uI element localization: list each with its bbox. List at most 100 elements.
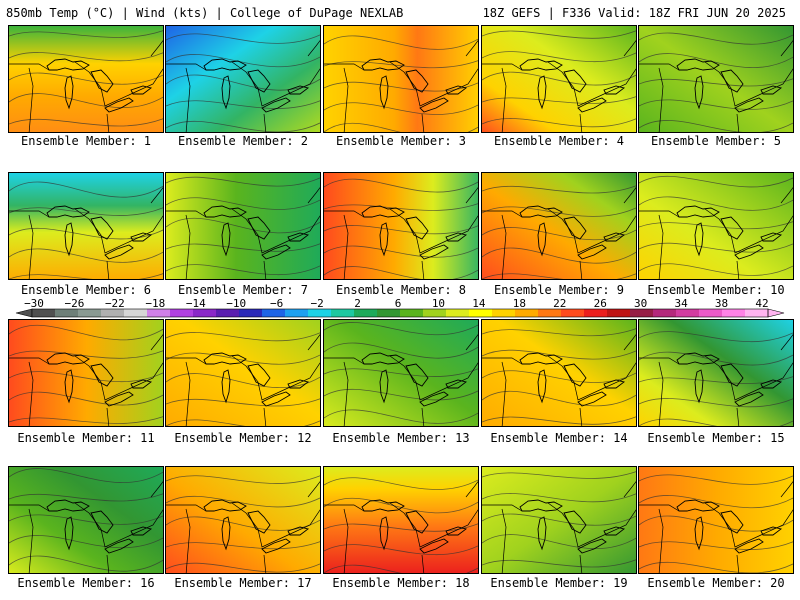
- border-line: [547, 355, 636, 401]
- colorbar-segment: [584, 309, 608, 317]
- ensemble-member-map-9: [481, 172, 637, 280]
- border-line: [482, 504, 523, 512]
- lake-outline: [64, 75, 74, 110]
- height-contour: [482, 51, 636, 62]
- lake-outline: [361, 352, 405, 365]
- border-line: [343, 67, 349, 132]
- ensemble-member-map-1: [8, 25, 164, 133]
- colorbar-segment: [308, 309, 332, 317]
- height-contour: [639, 515, 793, 532]
- lake-outline: [676, 499, 720, 512]
- border-line: [9, 357, 50, 365]
- temperature-field: [639, 467, 793, 573]
- lake-outline: [104, 391, 134, 407]
- colorbar-min-arrow: [15, 308, 33, 318]
- height-contour: [9, 468, 163, 483]
- lake-outline: [46, 352, 90, 365]
- height-contour: [482, 559, 636, 568]
- lake-outline: [694, 369, 704, 404]
- border-line: [185, 214, 191, 279]
- lake-outline: [46, 58, 90, 71]
- lake-outline: [519, 499, 563, 512]
- member-label: Ensemble Member: 12: [174, 431, 312, 445]
- border-line: [658, 361, 664, 426]
- border-line: [639, 357, 680, 365]
- member-label: Ensemble Member: 7: [177, 283, 309, 297]
- ensemble-member-map-2: [165, 25, 321, 133]
- border-line: [623, 40, 636, 57]
- temperature-shading: [324, 26, 478, 132]
- ensemble-member-map-17: [165, 466, 321, 574]
- ensemble-member-map-10: [638, 172, 794, 280]
- member-label: Ensemble Member: 14: [490, 431, 628, 445]
- temperature-shading: [324, 320, 478, 426]
- border-line: [343, 508, 349, 573]
- border-line: [307, 187, 320, 204]
- border-line: [28, 361, 34, 426]
- border-line: [106, 260, 110, 279]
- border-line: [9, 504, 50, 512]
- colorbar-segment: [630, 309, 654, 317]
- height-contour: [324, 564, 478, 573]
- height-contour: [324, 102, 478, 115]
- border-line: [389, 208, 478, 254]
- colorbar-tick-label: 22: [553, 297, 567, 310]
- colorbar-tick-label: 6: [394, 297, 402, 310]
- temperature-shading: [9, 467, 163, 573]
- height-contour: [482, 370, 636, 383]
- ensemble-member-map-20: [638, 466, 794, 574]
- border-line: [106, 407, 110, 426]
- colorbar-tick-label: −18: [145, 297, 166, 310]
- colorbar-tick-label: −10: [226, 297, 247, 310]
- border-line: [307, 481, 320, 498]
- temperature-shading: [482, 467, 636, 573]
- border-line: [166, 210, 207, 218]
- member-label: Ensemble Member: 4: [493, 134, 625, 148]
- border-line: [623, 481, 636, 498]
- ensemble-member-map-6: [8, 172, 164, 280]
- height-contour: [166, 398, 320, 407]
- lake-outline: [104, 97, 134, 113]
- lake-outline: [577, 97, 607, 113]
- border-line: [74, 502, 163, 548]
- border-line: [421, 554, 425, 573]
- member-label: Ensemble Member: 5: [650, 134, 782, 148]
- colorbar-tick-label: −26: [64, 297, 85, 310]
- temperature-colorbar: [15, 308, 785, 318]
- lake-outline: [379, 75, 389, 110]
- lake-outline: [361, 205, 405, 218]
- border-line: [150, 40, 163, 57]
- border-line: [482, 210, 523, 218]
- border-line: [231, 355, 320, 401]
- lake-outline: [203, 205, 247, 218]
- border-line: [658, 67, 664, 132]
- height-contour: [482, 390, 636, 407]
- lake-outline: [537, 75, 547, 110]
- ensemble-member-map-14: [481, 319, 637, 427]
- border-line: [166, 504, 207, 512]
- border-line: [231, 502, 320, 548]
- temperature-shading: [482, 173, 636, 279]
- height-contour: [639, 99, 793, 110]
- temperature-field: [324, 26, 478, 132]
- ensemble-member-map-13: [323, 319, 479, 427]
- height-contour: [482, 206, 636, 217]
- member-label: Ensemble Member: 10: [647, 283, 785, 297]
- height-contour: [482, 118, 636, 128]
- border-line: [389, 61, 478, 107]
- ensemble-member-map-4: [481, 25, 637, 133]
- height-contour: [166, 419, 320, 426]
- ensemble-member-map-16: [8, 466, 164, 574]
- height-contour: [324, 342, 478, 359]
- ensemble-member-map-18: [323, 466, 479, 574]
- height-contour: [324, 81, 478, 92]
- member-label: Ensemble Member: 17: [174, 576, 312, 590]
- height-contour: [9, 535, 163, 549]
- member-label: Ensemble Member: 3: [335, 134, 467, 148]
- colorbar-segment: [607, 309, 631, 317]
- temperature-field: [9, 467, 163, 573]
- lake-outline: [221, 222, 231, 257]
- height-contour: [324, 60, 478, 69]
- height-contour: [639, 78, 793, 87]
- lake-outline: [203, 352, 247, 365]
